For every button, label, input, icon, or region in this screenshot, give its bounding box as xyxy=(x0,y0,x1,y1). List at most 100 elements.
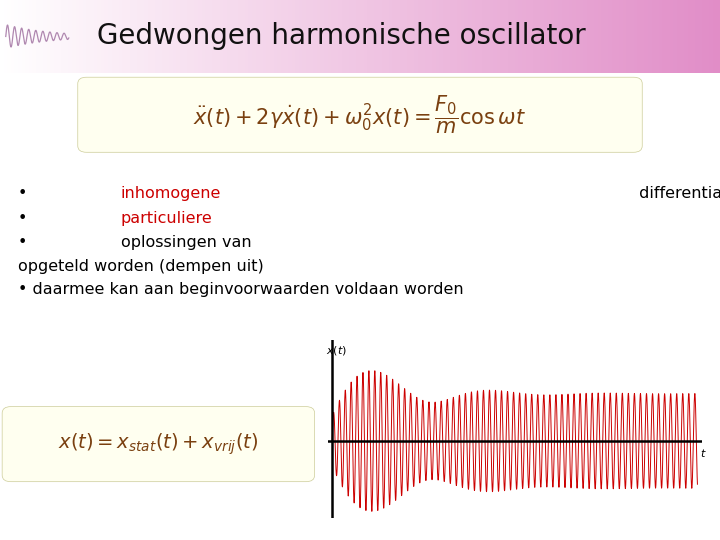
Bar xyxy=(32,0,36,73)
Text: $x(t)=x_{stat}(t)+x_{vrij}(t)$: $x(t)=x_{stat}(t)+x_{vrij}(t)$ xyxy=(58,431,258,457)
Bar xyxy=(666,0,670,73)
Bar xyxy=(443,0,446,73)
Bar xyxy=(410,0,414,73)
Bar xyxy=(486,0,490,73)
Bar xyxy=(522,0,526,73)
Bar xyxy=(115,0,119,73)
Bar xyxy=(245,0,248,73)
Bar xyxy=(180,0,184,73)
Bar xyxy=(508,0,511,73)
Bar xyxy=(378,0,382,73)
Bar xyxy=(184,0,187,73)
Bar xyxy=(187,0,191,73)
Bar xyxy=(371,0,374,73)
Bar xyxy=(479,0,482,73)
Bar xyxy=(338,0,342,73)
Bar xyxy=(716,0,720,73)
Bar xyxy=(439,0,443,73)
Bar xyxy=(241,0,245,73)
FancyBboxPatch shape xyxy=(78,77,642,152)
Bar xyxy=(590,0,594,73)
Bar xyxy=(266,0,270,73)
Bar xyxy=(295,0,299,73)
Bar xyxy=(328,0,331,73)
Bar xyxy=(641,0,644,73)
Bar xyxy=(202,0,205,73)
Bar xyxy=(320,0,324,73)
Bar xyxy=(576,0,580,73)
Bar xyxy=(216,0,220,73)
Bar xyxy=(302,0,306,73)
Bar xyxy=(335,0,338,73)
Bar xyxy=(122,0,126,73)
Bar xyxy=(526,0,529,73)
Text: $t$: $t$ xyxy=(700,447,707,458)
Bar xyxy=(191,0,194,73)
Bar xyxy=(612,0,616,73)
Bar xyxy=(493,0,497,73)
Bar xyxy=(504,0,508,73)
Bar xyxy=(605,0,608,73)
Bar xyxy=(702,0,706,73)
Bar xyxy=(500,0,504,73)
Bar xyxy=(518,0,522,73)
Bar xyxy=(58,0,61,73)
Bar xyxy=(616,0,619,73)
Bar xyxy=(367,0,371,73)
Bar xyxy=(414,0,418,73)
Bar xyxy=(40,0,43,73)
Bar xyxy=(374,0,378,73)
Bar xyxy=(14,0,18,73)
Bar xyxy=(148,0,151,73)
Bar xyxy=(176,0,180,73)
Bar xyxy=(389,0,392,73)
Bar xyxy=(364,0,367,73)
Text: inhomogene: inhomogene xyxy=(121,186,221,201)
Bar xyxy=(18,0,22,73)
Bar xyxy=(547,0,551,73)
Bar xyxy=(637,0,641,73)
Bar xyxy=(454,0,457,73)
Bar xyxy=(277,0,281,73)
Bar xyxy=(565,0,569,73)
Bar xyxy=(691,0,695,73)
Bar xyxy=(263,0,266,73)
Bar xyxy=(306,0,310,73)
Bar xyxy=(446,0,450,73)
Bar xyxy=(421,0,425,73)
Bar xyxy=(695,0,698,73)
Bar xyxy=(562,0,565,73)
Bar xyxy=(673,0,677,73)
Bar xyxy=(418,0,421,73)
Bar xyxy=(540,0,544,73)
Bar xyxy=(259,0,263,73)
Bar xyxy=(137,0,140,73)
Text: •: • xyxy=(18,235,32,250)
Bar xyxy=(436,0,439,73)
Bar xyxy=(61,0,65,73)
Bar xyxy=(144,0,148,73)
Bar xyxy=(655,0,659,73)
Bar xyxy=(432,0,436,73)
Text: •: • xyxy=(18,211,32,226)
Bar xyxy=(54,0,58,73)
Bar xyxy=(644,0,648,73)
Bar xyxy=(274,0,277,73)
Bar xyxy=(22,0,25,73)
Bar xyxy=(238,0,241,73)
Bar xyxy=(490,0,493,73)
Bar xyxy=(648,0,652,73)
Bar xyxy=(468,0,472,73)
Bar xyxy=(346,0,349,73)
Text: $\ddot{x}(t)+2\gamma\dot{x}(t)+\omega_0^2 x(t)=\dfrac{F_0}{m}\cos\omega t$: $\ddot{x}(t)+2\gamma\dot{x}(t)+\omega_0^… xyxy=(194,94,526,136)
Bar xyxy=(212,0,216,73)
Bar xyxy=(158,0,162,73)
Bar xyxy=(407,0,410,73)
Bar xyxy=(292,0,295,73)
Bar xyxy=(7,0,11,73)
Bar xyxy=(299,0,302,73)
Bar xyxy=(392,0,396,73)
Bar xyxy=(572,0,576,73)
Bar xyxy=(400,0,403,73)
Bar xyxy=(101,0,104,73)
